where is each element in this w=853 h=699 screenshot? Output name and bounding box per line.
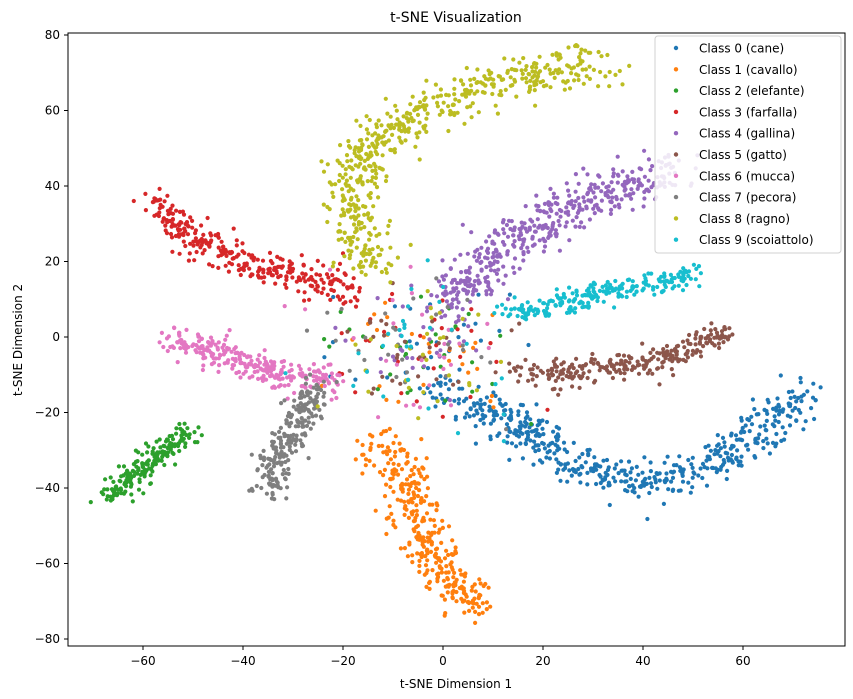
legend-marker-icon [673,237,679,242]
legend-marker-icon [673,152,679,157]
x-tick-label: 20 [535,654,550,668]
chart-title: t-SNE Visualization [390,10,522,26]
legend-box [654,35,842,254]
legend-item-label: Class 4 (gallina) [699,127,795,141]
plot-frame [67,32,846,647]
data-points [88,43,823,626]
y-tick-label: 60 [45,104,60,118]
legend-marker-icon [673,67,679,72]
y-tick-label: −20 [35,406,60,420]
y-tick-label: 40 [45,179,60,193]
legend-item-label: Class 3 (farfalla) [699,105,797,119]
y-tick-label: −40 [35,481,60,495]
legend-item-label: Class 5 (gatto) [699,148,787,162]
legend-item-label: Class 0 (cane) [699,42,784,56]
legend-item-label: Class 6 (mucca) [699,169,795,183]
x-tick-label: 0 [439,654,447,668]
legend-marker-icon [673,131,679,136]
y-axis-ticks: −80 −60 −40 −20 0 20 40 60 80 [35,28,68,646]
legend-item-label: Class 9 (scoiattolo) [699,233,814,247]
legend-marker-icon [673,88,679,93]
x-tick-label: 40 [635,654,650,668]
legend-marker-icon [673,216,679,221]
legend-item-label: Class 7 (pecora) [699,191,796,205]
y-tick-label: −60 [35,557,60,571]
legend-marker-icon [673,173,679,178]
legend-marker-icon [673,45,679,51]
x-axis-ticks: −60 −40 −20 0 20 40 60 [130,646,751,668]
y-axis-label: t-SNE Dimension 2 [11,284,25,396]
x-tick-label: −60 [130,654,155,668]
x-tick-label: −20 [330,654,355,668]
legend-marker-icon [673,194,679,200]
legend-item-label: Class 1 (cavallo) [699,63,798,77]
legend-item-label: Class 2 (elefante) [699,84,805,98]
y-tick-label: 0 [52,330,60,344]
legend-marker-icon [673,109,679,115]
x-tick-label: −40 [230,654,255,668]
y-tick-label: 80 [45,28,60,42]
legend: Class 0 (cane) Class 1 (cavallo) Class 2 (… [654,35,842,254]
y-tick-label: 20 [45,255,60,269]
x-tick-label: 60 [735,654,750,668]
legend-item-label: Class 8 (ragno) [699,212,790,226]
x-axis-label: t-SNE Dimension 1 [400,677,512,691]
y-tick-label: −80 [35,632,60,646]
